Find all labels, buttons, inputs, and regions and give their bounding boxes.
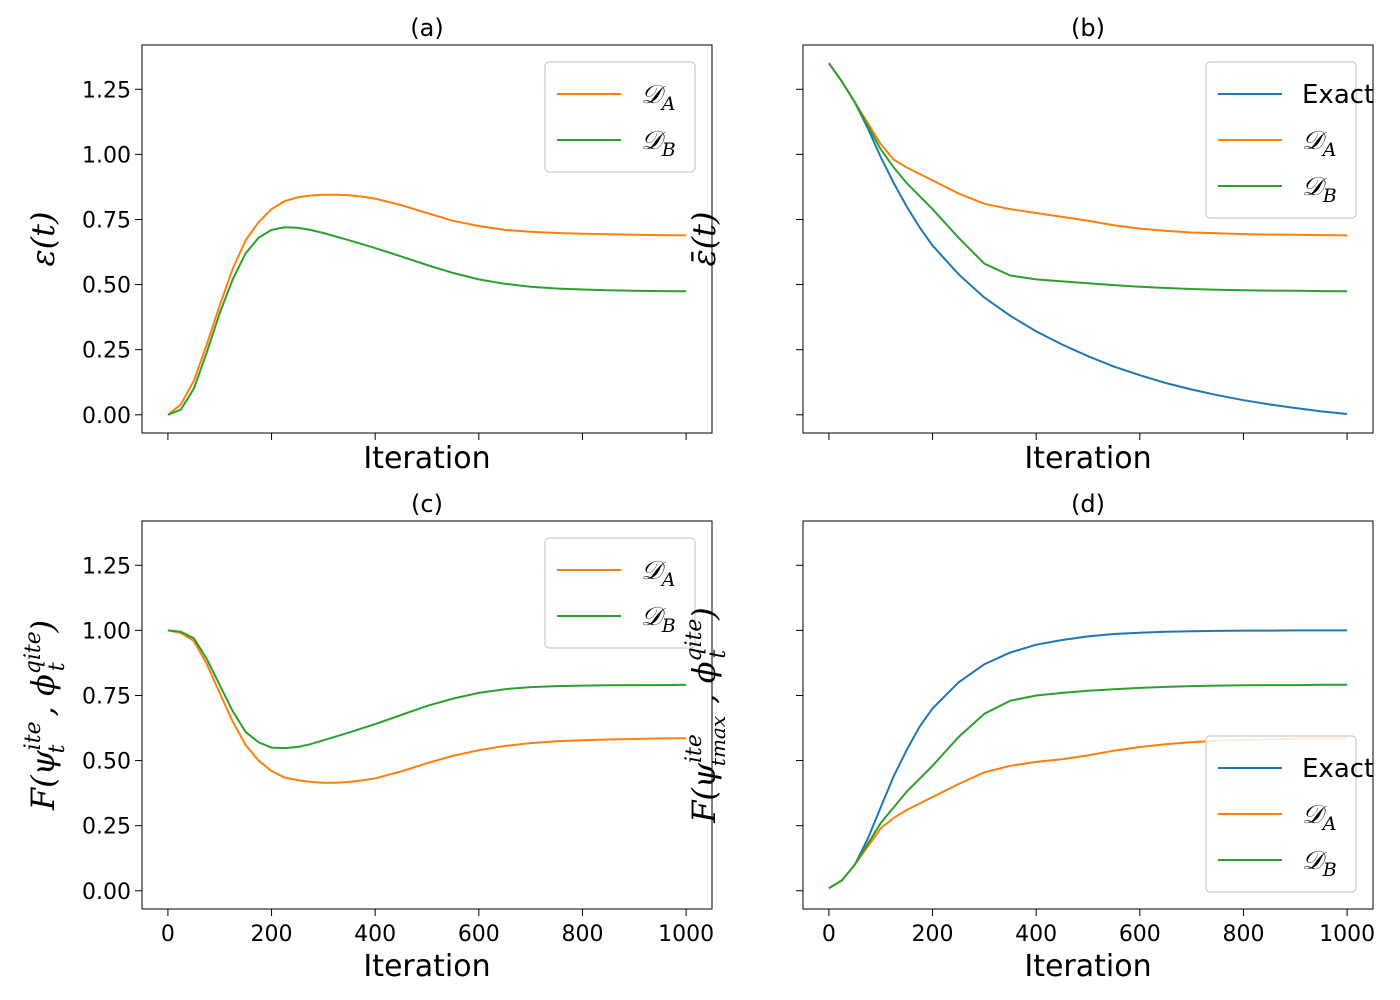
legend-item: 𝒟B: [557, 126, 676, 161]
x-tick-label: 0: [161, 922, 175, 947]
series-line-da: [167, 629, 687, 784]
chart-c: (c) 0 200 400 600 800 1000 0.00 0.25 0.50 0.75 1.00…: [21, 490, 714, 984]
x-tick-label: 0: [822, 922, 836, 947]
y-tick-label: 0.00: [82, 404, 131, 429]
x-tick-label: 200: [251, 922, 293, 947]
y-tick-label: 0.50: [82, 750, 131, 775]
legend-item: 𝒟B: [557, 602, 676, 637]
legend-item: Exact: [1218, 80, 1374, 110]
y-axis-label: F(ψitet , ϕqitet)F(ψ_t^ite , ϕ_t^qite): [21, 620, 70, 811]
chart-title: (b): [1071, 14, 1105, 42]
chart-title: (c): [411, 490, 443, 518]
y-tick-label: 0.00: [82, 880, 131, 905]
chart-title: (d): [1071, 490, 1105, 518]
x-tick-label: 200: [912, 922, 954, 947]
y-tick-label: 0.50: [82, 274, 131, 299]
y-tick-label: 0.75: [82, 684, 131, 709]
y-tick-label: 1.00: [82, 143, 131, 168]
y-tick-label: 0.75: [82, 208, 131, 233]
x-tick-label: 400: [1015, 922, 1057, 947]
series-line-db: [167, 226, 687, 416]
y-tick-label: 1.25: [82, 554, 131, 579]
series-line-db: [828, 62, 1348, 293]
x-axis-label: Iteration: [1024, 441, 1151, 476]
x-tick-label: 400: [354, 922, 396, 947]
legend-label: 𝒟B: [641, 602, 676, 637]
x-tick-label: 800: [561, 922, 603, 947]
chart-a: (a) 0.00 0.25 0.50 0.75 1.00 1.25 Iteration ε(t)…: [24, 14, 713, 476]
plot-frame: [141, 44, 713, 434]
y-tick-label: 1.00: [82, 619, 131, 644]
plot-frame: [802, 520, 1374, 910]
y-axis-label: ε̄(t)ε̄(t): [685, 212, 723, 267]
plot-frame: [141, 520, 713, 910]
y-tick-label: 0.25: [82, 815, 131, 840]
series-line-exact: [828, 62, 1348, 415]
x-tick-label: 1000: [658, 922, 714, 947]
x-tick-label: 1000: [1319, 922, 1375, 947]
x-tick-label: 800: [1222, 922, 1264, 947]
legend-label: Exact: [1302, 754, 1374, 784]
legend-label: Exact: [1302, 80, 1374, 110]
series-line-db: [828, 683, 1348, 890]
plot-frame: [802, 44, 1374, 434]
y-axis-label: ε(t)ε(t): [24, 212, 62, 267]
series-line-exact: [828, 629, 1348, 890]
legend-box: [544, 537, 696, 649]
chart-d: (d) 0 200 400 600 800 1000 Iteration F(ψitetmax …: [682, 490, 1375, 984]
chart-title: (a): [410, 14, 443, 42]
x-axis-label: Iteration: [1024, 949, 1151, 984]
y-axis-label: F(ψitetmax , ϕqitet)F(ψ_tmax^ite , ϕ_t^q…: [682, 607, 731, 824]
y-tick-label: 0.25: [82, 339, 131, 364]
legend-item: Exact: [1218, 754, 1374, 784]
series-line-da: [828, 62, 1348, 237]
y-tick-label: 1.25: [82, 78, 131, 103]
series-line-db: [167, 629, 687, 750]
x-axis-label: Iteration: [363, 441, 490, 476]
x-axis-label: Iteration: [363, 949, 490, 984]
series-line-da: [167, 193, 687, 416]
x-tick-label: 600: [1119, 922, 1161, 947]
x-tick-label: 600: [458, 922, 500, 947]
legend-box: [544, 61, 696, 173]
